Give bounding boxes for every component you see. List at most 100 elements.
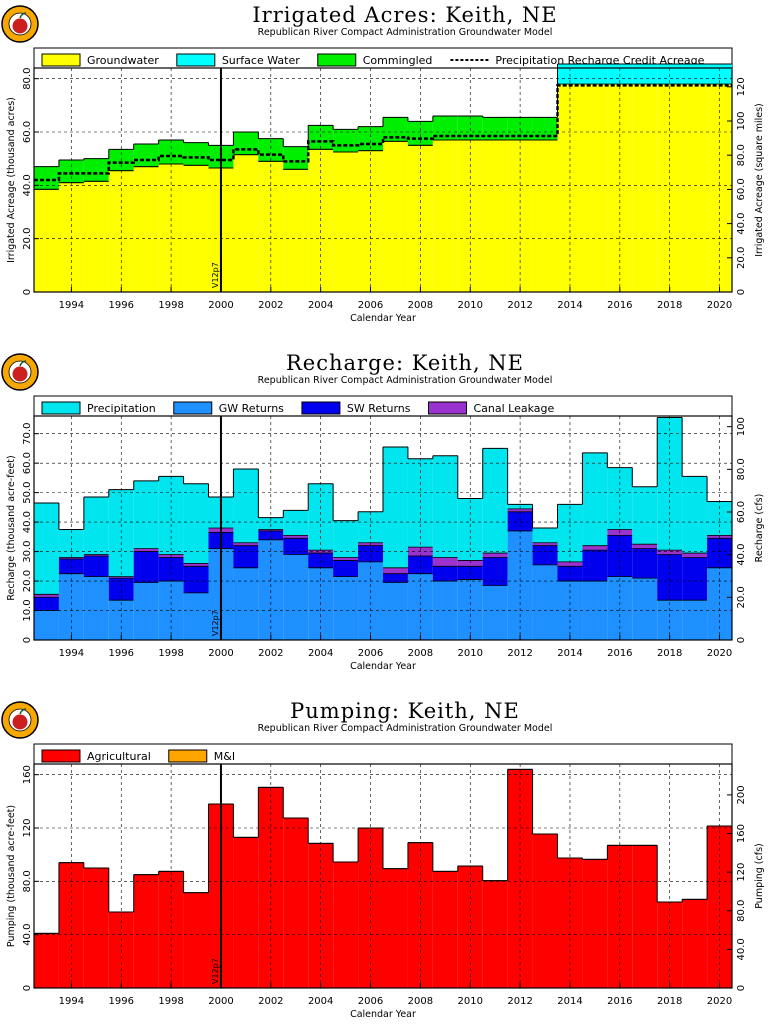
bar-segment xyxy=(183,165,209,292)
chart-title: Pumping: Keith, NE xyxy=(290,699,520,723)
chart-subtitle: Republican River Compact Administration … xyxy=(258,27,553,38)
bar-segment xyxy=(507,508,533,512)
irrigated-acres-panel: Irrigated Acres: Keith, NE Republican Riv… xyxy=(0,0,768,340)
x-tick-label: 2012 xyxy=(507,300,532,311)
bar-segment xyxy=(183,892,209,988)
version-label: V12p7 xyxy=(211,610,220,636)
y2-axis-label: Pumping (cfs) xyxy=(754,843,765,909)
y2-tick-label: 20.0 xyxy=(736,586,747,608)
x-tick-label: 2008 xyxy=(408,300,433,311)
y2-tick-label: 80.0 xyxy=(736,458,747,480)
y-tick-label: 50.0 xyxy=(22,481,33,503)
x-tick-label: 2002 xyxy=(258,996,283,1007)
bar-segment xyxy=(358,126,383,151)
bar-segment xyxy=(133,166,159,292)
logo-apple-body xyxy=(12,714,28,730)
legend-swatch xyxy=(428,401,467,415)
bar-segment xyxy=(682,84,708,292)
y2-tick-label: 80.0 xyxy=(736,144,747,166)
x-tick-label: 1998 xyxy=(158,996,183,1007)
y-tick-label: 60.0 xyxy=(22,121,33,143)
bar-segment xyxy=(707,826,732,988)
bar-segment xyxy=(632,84,658,292)
bar-segment xyxy=(582,550,608,582)
bar-segment xyxy=(333,129,359,152)
y2-tick-label: 200 xyxy=(736,785,747,804)
bar-segment xyxy=(632,486,658,545)
y2-tick-label: 80.0 xyxy=(736,900,747,922)
bar-segment xyxy=(283,510,309,536)
bar-segment xyxy=(632,64,658,84)
bar-segment xyxy=(482,140,508,292)
bar-segment xyxy=(532,564,558,640)
y2-tick-label: 60.0 xyxy=(736,178,747,200)
x-tick-label: 2010 xyxy=(458,996,483,1007)
y2-tick-label: 100 xyxy=(736,417,747,436)
x-tick-label: 2002 xyxy=(258,648,283,659)
bar-segment xyxy=(108,578,134,601)
y2-tick-label: 120 xyxy=(736,77,747,96)
legend-label: SW Returns xyxy=(347,402,411,415)
bar-segment xyxy=(34,933,59,988)
x-axis-label: Calendar Year xyxy=(350,661,416,672)
y-tick-label: 80.0 xyxy=(22,870,33,892)
bar-segment xyxy=(34,597,59,611)
logo-apple-stem xyxy=(19,708,27,715)
x-tick-label: 2004 xyxy=(308,648,333,659)
logo-apple-body xyxy=(12,18,28,34)
bar-segment xyxy=(83,868,109,988)
chart-title: Irrigated Acres: Keith, NE xyxy=(252,3,557,27)
x-tick-label: 2010 xyxy=(458,300,483,311)
bar-segment xyxy=(34,189,59,292)
x-tick-label: 1998 xyxy=(158,300,183,311)
bar-segment xyxy=(482,585,508,640)
x-tick-label: 2008 xyxy=(408,996,433,1007)
x-tick-label: 2020 xyxy=(707,996,732,1007)
apple-logo-icon xyxy=(1,701,39,739)
bar-segment xyxy=(457,140,483,292)
bar-segment xyxy=(308,483,334,551)
y2-tick-label: 20.0 xyxy=(736,247,747,269)
bar-segment xyxy=(133,480,159,549)
x-tick-label: 2016 xyxy=(607,300,632,311)
bar-segment xyxy=(632,845,658,988)
x-tick-label: 2020 xyxy=(707,648,732,659)
y2-axis-label: Irrigated Acreage (square miles) xyxy=(754,103,765,257)
bar-segment xyxy=(407,573,433,640)
y2-tick-label: 120 xyxy=(736,863,747,882)
bar-segment xyxy=(383,573,408,583)
bar-segment xyxy=(183,142,209,166)
chart-subtitle: Republican River Compact Administration … xyxy=(258,723,553,734)
y-tick-label: 120 xyxy=(22,818,33,837)
x-tick-label: 1996 xyxy=(109,648,134,659)
bar-segment xyxy=(258,517,284,530)
bar-segment xyxy=(83,181,109,292)
bar-segment xyxy=(532,528,558,543)
bar-segment xyxy=(58,557,84,559)
legend-swatch xyxy=(168,749,208,763)
y-tick-label: 40.0 xyxy=(22,924,33,946)
x-tick-label: 2012 xyxy=(507,648,532,659)
bar-segment xyxy=(682,64,708,84)
legend-swatch xyxy=(41,749,81,763)
bar-segment xyxy=(482,553,508,558)
bar-segment xyxy=(532,542,558,546)
bar-segment xyxy=(233,545,259,568)
bar-segment xyxy=(183,566,209,593)
bar-segment xyxy=(432,557,458,567)
y2-tick-label: 60.0 xyxy=(736,501,747,523)
y-tick-label: 0 xyxy=(22,985,33,991)
bar-segment xyxy=(283,169,309,292)
bar-segment xyxy=(682,557,708,601)
bar-segment xyxy=(582,452,608,546)
bar-segment xyxy=(258,138,284,162)
legend-swatch xyxy=(41,401,81,415)
bar-segment xyxy=(258,530,284,540)
bar-segment xyxy=(183,592,209,640)
x-tick-label: 2008 xyxy=(408,648,433,659)
legend-label: Agricultural xyxy=(87,750,151,763)
bar-segment xyxy=(83,576,109,640)
